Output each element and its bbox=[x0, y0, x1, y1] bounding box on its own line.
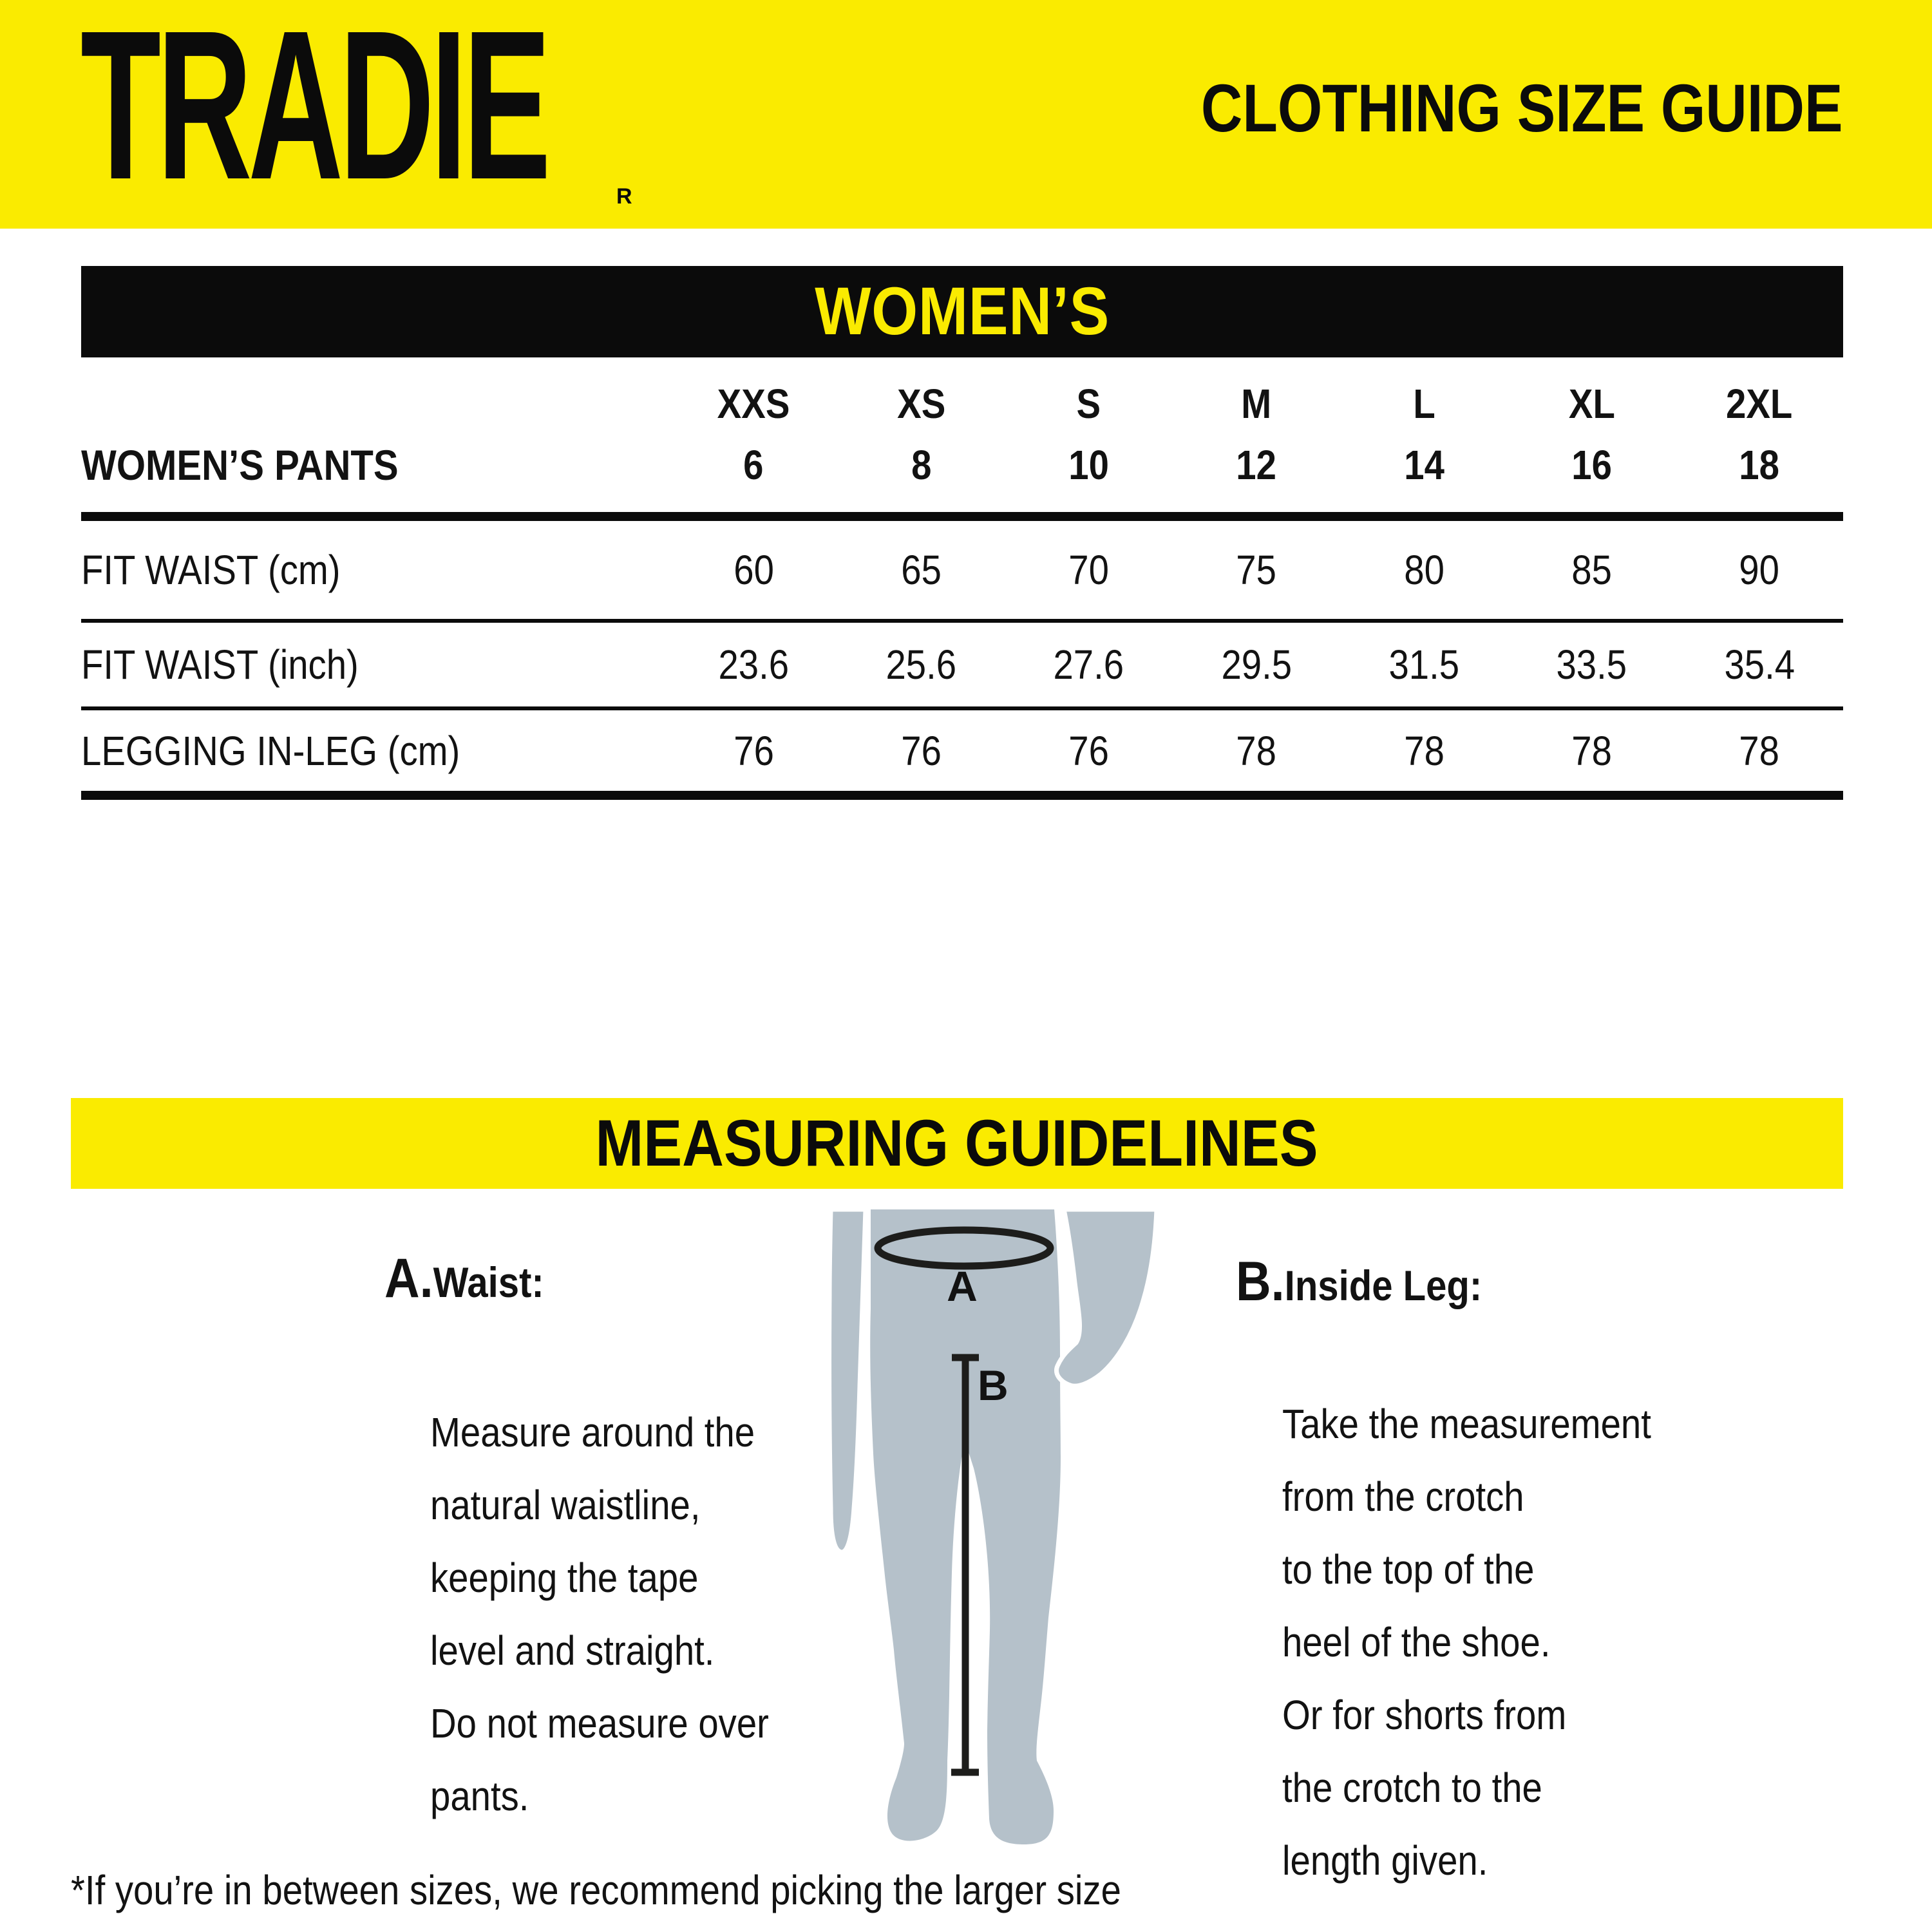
inside-leg-instruction-heading: B.Inside Leg: bbox=[1236, 1249, 1515, 1314]
table-row-legging-inleg-cm: LEGGING IN-LEG (cm) 76 76 76 78 78 78 78 bbox=[81, 710, 1843, 791]
inleg-marker-label: B bbox=[978, 1361, 1009, 1409]
brand-logo-text: TRADIE bbox=[80, 0, 551, 223]
measuring-guidelines-title: MEASURING GUIDELINES bbox=[595, 1106, 1319, 1180]
page-title: CLOTHING SIZE GUIDE bbox=[902, 75, 1843, 142]
cell-value: 65 bbox=[901, 547, 942, 593]
cell-value: 90 bbox=[1739, 547, 1780, 593]
cell-value: 78 bbox=[1236, 727, 1277, 774]
footnote: *If you’re in between sizes, we recommen… bbox=[71, 1867, 1121, 1913]
cell-value: 76 bbox=[733, 727, 774, 774]
table-rule-top bbox=[81, 512, 1843, 521]
figure-torso-legs bbox=[870, 1209, 1061, 1844]
waist-instruction-text: Measure around the natural waistline, ke… bbox=[430, 1409, 769, 1819]
inside-leg-instruction-text: Take the measurement from the crotch to … bbox=[1282, 1401, 1651, 1884]
row-label: FIT WAIST (cm) bbox=[81, 547, 341, 593]
figure-left-arm bbox=[827, 1207, 868, 1555]
waist-measure-ellipse bbox=[874, 1226, 1054, 1270]
cell-value: 31.5 bbox=[1388, 641, 1460, 688]
size-table: WOMEN’S PANTS XXS 6 XS 8 S 10 M 12 L 14 bbox=[81, 361, 1843, 800]
column-header-xxs: XXS 6 bbox=[717, 381, 790, 488]
cell-value: 80 bbox=[1403, 547, 1444, 593]
row-label: FIT WAIST (inch) bbox=[81, 641, 359, 688]
cell-value: 33.5 bbox=[1556, 641, 1627, 688]
brand-logo: TRADIE R bbox=[80, 0, 833, 223]
cell-value: 23.6 bbox=[718, 641, 789, 688]
table-rule-bottom bbox=[81, 791, 1843, 800]
inside-leg-heading-label: Inside Leg: bbox=[1284, 1262, 1482, 1309]
section-header-womens: WOMEN’S bbox=[81, 266, 1843, 357]
cell-value: 29.5 bbox=[1221, 641, 1292, 688]
table-row-fit-waist-cm: FIT WAIST (cm) 60 65 70 75 80 85 90 bbox=[81, 521, 1843, 619]
waist-heading-prefix: A. bbox=[384, 1247, 433, 1309]
cell-value: 85 bbox=[1571, 547, 1612, 593]
table-rule bbox=[81, 619, 1843, 623]
table-row-header: WOMEN’S PANTS bbox=[81, 441, 399, 489]
cell-value: 60 bbox=[733, 547, 774, 593]
waist-heading-label: Waist: bbox=[433, 1258, 544, 1306]
top-banner: TRADIE R CLOTHING SIZE GUIDE bbox=[0, 0, 1932, 229]
section-header-label: WOMEN’S bbox=[815, 274, 1110, 349]
cell-value: 70 bbox=[1068, 547, 1110, 593]
cell-value: 27.6 bbox=[1053, 641, 1124, 688]
waist-marker-label: A bbox=[947, 1262, 978, 1310]
column-header-xs: XS 8 bbox=[896, 381, 945, 488]
inleg-measure-line bbox=[951, 1354, 979, 1776]
registered-trademark-mark: R bbox=[616, 184, 632, 209]
table-rule bbox=[81, 706, 1843, 710]
cell-value: 78 bbox=[1739, 727, 1780, 774]
row-label: LEGGING IN-LEG (cm) bbox=[81, 727, 460, 774]
figure-silhouette: A B bbox=[827, 1207, 1159, 1844]
cell-value: 35.4 bbox=[1724, 641, 1795, 688]
measuring-guidelines-header: MEASURING GUIDELINES bbox=[71, 1098, 1843, 1189]
page-title-text: CLOTHING SIZE GUIDE bbox=[1201, 71, 1843, 146]
cell-value: 75 bbox=[1236, 547, 1277, 593]
inside-leg-heading-prefix: B. bbox=[1236, 1251, 1285, 1312]
cell-value: 25.6 bbox=[886, 641, 957, 688]
column-header-s: S 10 bbox=[1068, 381, 1110, 488]
column-header-m: M 12 bbox=[1236, 381, 1277, 488]
column-header-l: L 14 bbox=[1403, 381, 1444, 488]
table-row-fit-waist-inch: FIT WAIST (inch) 23.6 25.6 27.6 29.5 31.… bbox=[81, 623, 1843, 706]
column-header-xl: XL 16 bbox=[1568, 381, 1615, 488]
column-header-2xl: 2XL 18 bbox=[1726, 381, 1793, 488]
table-header-row: WOMEN’S PANTS XXS 6 XS 8 S 10 M 12 L 14 bbox=[81, 361, 1843, 512]
cell-value: 76 bbox=[901, 727, 942, 774]
waist-instruction-heading: A.Waist: bbox=[384, 1246, 566, 1311]
cell-value: 78 bbox=[1403, 727, 1444, 774]
cell-value: 76 bbox=[1068, 727, 1110, 774]
figure-right-arm bbox=[1054, 1207, 1159, 1388]
cell-value: 78 bbox=[1571, 727, 1612, 774]
